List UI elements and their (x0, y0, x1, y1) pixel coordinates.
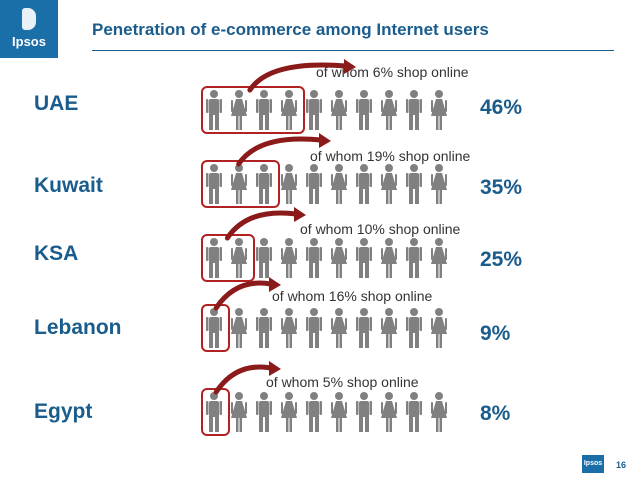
curved-arrow-icon (247, 59, 356, 93)
male-figure-icon (256, 238, 272, 278)
row-percent-egypt: 8% (480, 402, 511, 425)
female-figure-icon (431, 238, 447, 278)
male-figure-icon (256, 90, 272, 130)
people-row-kuwait (201, 133, 447, 208)
female-figure-icon (231, 164, 247, 204)
female-figure-icon (381, 90, 397, 130)
male-figure-icon (406, 90, 422, 130)
row-percent-kuwait: 35% (480, 176, 523, 199)
male-figure-icon (206, 90, 222, 130)
female-figure-icon (431, 308, 447, 348)
female-figure-icon (281, 308, 297, 348)
row-percent-lebanon: 9% (480, 322, 511, 345)
male-figure-icon (206, 164, 222, 204)
male-figure-icon (356, 308, 372, 348)
male-figure-icon (356, 164, 372, 204)
people-row-uae (201, 59, 447, 134)
female-figure-icon (281, 238, 297, 278)
female-figure-icon (281, 90, 297, 130)
row-percent-uae: 46% (480, 96, 523, 119)
footer-ipsos-logo: Ipsos (582, 455, 604, 473)
curved-arrow-icon (213, 277, 281, 311)
female-figure-icon (231, 90, 247, 130)
row-percent-ksa: 25% (480, 248, 523, 271)
row-note-kuwait: of whom 19% shop online (310, 148, 471, 164)
male-figure-icon (306, 238, 322, 278)
female-figure-icon (231, 308, 247, 348)
male-figure-icon (356, 90, 372, 130)
female-figure-icon (331, 90, 347, 130)
male-figure-icon (356, 392, 372, 432)
people-row-lebanon (201, 277, 447, 352)
male-figure-icon (256, 308, 272, 348)
male-figure-icon (206, 308, 222, 348)
male-figure-icon (406, 392, 422, 432)
ipsos-logo: Ipsos (0, 0, 58, 58)
female-figure-icon (381, 238, 397, 278)
male-figure-icon (306, 392, 322, 432)
curved-arrow-icon (213, 361, 281, 395)
female-figure-icon (231, 392, 247, 432)
ipsos-logo-text: Ipsos (12, 34, 46, 49)
curved-arrow-icon (236, 133, 331, 167)
row-note-egypt: of whom 5% shop online (266, 374, 419, 390)
page-title: Penetration of e-commerce among Internet… (92, 20, 489, 39)
male-figure-icon (306, 164, 322, 204)
female-figure-icon (431, 90, 447, 130)
curved-arrow-icon (224, 207, 306, 241)
title-divider (92, 50, 614, 51)
male-figure-icon (206, 238, 222, 278)
female-figure-icon (431, 392, 447, 432)
male-figure-icon (406, 164, 422, 204)
female-figure-icon (381, 308, 397, 348)
row-note-ksa: of whom 10% shop online (300, 221, 461, 237)
row-country-ksa: KSA (34, 242, 79, 265)
male-figure-icon (306, 90, 322, 130)
male-figure-icon (306, 308, 322, 348)
male-figure-icon (206, 392, 222, 432)
female-figure-icon (381, 392, 397, 432)
ipsos-logo-mark (22, 8, 36, 30)
female-figure-icon (331, 238, 347, 278)
row-country-kuwait: Kuwait (34, 174, 103, 197)
male-figure-icon (406, 238, 422, 278)
female-figure-icon (331, 164, 347, 204)
male-figure-icon (356, 238, 372, 278)
male-figure-icon (406, 308, 422, 348)
female-figure-icon (281, 164, 297, 204)
row-country-egypt: Egypt (34, 400, 93, 423)
page-number: 16 (616, 460, 627, 470)
people-row-egypt (201, 361, 447, 436)
row-country-lebanon: Lebanon (34, 316, 122, 339)
female-figure-icon (281, 392, 297, 432)
male-figure-icon (256, 392, 272, 432)
female-figure-icon (381, 164, 397, 204)
female-figure-icon (231, 238, 247, 278)
male-figure-icon (256, 164, 272, 204)
female-figure-icon (331, 392, 347, 432)
female-figure-icon (331, 308, 347, 348)
people-row-ksa (201, 207, 447, 282)
row-note-lebanon: of whom 16% shop online (272, 288, 433, 304)
row-country-uae: UAE (34, 92, 79, 115)
female-figure-icon (431, 164, 447, 204)
